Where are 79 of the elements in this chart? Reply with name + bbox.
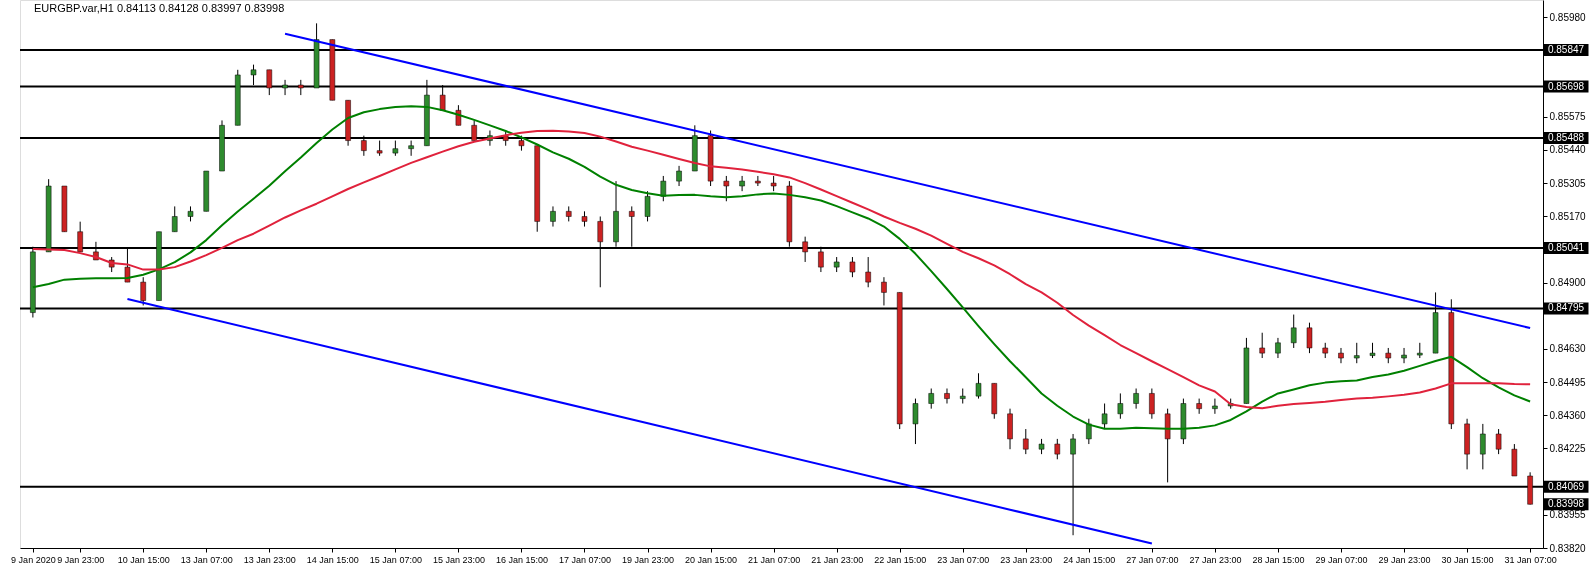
- y-tick-label: 0.84360: [1549, 409, 1587, 421]
- y-tick-label: 0.84900: [1549, 277, 1587, 289]
- candlestick: [1054, 438, 1061, 460]
- candlestick: [1495, 428, 1502, 455]
- x-tick-label: 14 Jan 15:00: [306, 554, 359, 565]
- candlestick: [1212, 398, 1218, 415]
- candlestick: [1259, 332, 1265, 359]
- candlestick: [865, 256, 871, 288]
- y-tick-label: 0.85170: [1549, 210, 1587, 222]
- candlestick: [1086, 418, 1092, 445]
- candlestick: [1401, 347, 1407, 364]
- candlestick: [550, 205, 556, 228]
- candlestick: [944, 388, 950, 404]
- candlestick: [739, 175, 745, 192]
- candlestick: [676, 165, 682, 187]
- candlestick: [1354, 342, 1360, 364]
- x-tick-label: 31 Jan 07:00: [1504, 554, 1557, 565]
- candlestick: [1023, 428, 1029, 455]
- y-tick-label: 0.83820: [1549, 542, 1587, 554]
- ref-line-label: 0.85847: [1547, 43, 1585, 55]
- x-tick-label: 23 Jan 23:00: [1000, 554, 1053, 565]
- y-tick-label: 0.83955: [1549, 509, 1587, 521]
- chart-title: EURGBP.var,H1 0.84113 0.84128 0.83997 0.83998: [34, 2, 285, 14]
- x-tick-label: 29 Jan 23:00: [1378, 554, 1431, 565]
- x-tick-label: 21 Jan 23:00: [811, 554, 864, 565]
- x-tick-label: 15 Jan 23:00: [432, 554, 485, 565]
- x-tick-label: 13 Jan 07:00: [180, 554, 233, 565]
- candlestick: [849, 256, 856, 278]
- x-tick-label: 27 Jan 23:00: [1189, 554, 1242, 565]
- y-tick-label: 0.85305: [1549, 177, 1587, 189]
- candlestick: [1338, 347, 1344, 364]
- candlestick: [975, 372, 982, 400]
- x-tick-label: 17 Jan 07:00: [558, 554, 612, 565]
- x-tick-label: 23 Jan 07:00: [937, 554, 990, 565]
- candlestick: [1480, 423, 1486, 470]
- y-tick-label: 0.84225: [1549, 442, 1587, 454]
- text: 0.83998: [1547, 498, 1585, 510]
- y-tick-label: 0.84495: [1549, 376, 1587, 388]
- x-tick-label: 20 Jan 15:00: [685, 554, 738, 565]
- ref-line-label: 0.85488: [1547, 132, 1585, 144]
- candlestick: [171, 205, 178, 233]
- ref-line-label: 0.84069: [1547, 480, 1585, 492]
- y-tick-label: 0.85440: [1549, 144, 1587, 156]
- x-tick-label: 9 Jan 23:00: [57, 554, 105, 565]
- x-tick-label: 30 Jan 15:00: [1441, 554, 1494, 565]
- candlestick: [644, 190, 651, 222]
- x-tick-label: 16 Jan 15:00: [495, 554, 548, 565]
- x-tick-label: 21 Jan 07:00: [748, 554, 801, 565]
- ref-line-label: 0.85041: [1547, 241, 1585, 253]
- y-tick-label: 0.84630: [1549, 343, 1587, 355]
- candlestick: [1117, 392, 1124, 420]
- x-tick-label: 28 Jan 15:00: [1252, 554, 1305, 565]
- x-tick-label: 9 Jan 2020: [11, 554, 56, 565]
- y-tick-label: 0.85575: [1549, 111, 1587, 123]
- ref-line-label: 0.84795: [1547, 302, 1585, 314]
- y-tick-label: 0.85980: [1549, 11, 1587, 23]
- candlestick: [408, 140, 414, 157]
- x-tick-label: 24 Jan 15:00: [1063, 554, 1116, 565]
- candlestick: [912, 398, 919, 445]
- candlestick: [928, 388, 934, 410]
- ref-line-label: 0.85698: [1547, 80, 1585, 92]
- candlestick: [1290, 314, 1297, 349]
- x-tick-label: 27 Jan 07:00: [1126, 554, 1179, 565]
- candlestick: [723, 175, 730, 202]
- candlestick: [755, 175, 761, 187]
- candlestick: [1306, 322, 1313, 354]
- x-tick-label: 15 Jan 07:00: [369, 554, 422, 565]
- candlestick: [140, 276, 146, 306]
- x-tick-label: 10 Jan 15:00: [117, 554, 170, 565]
- candlestick: [881, 276, 887, 306]
- x-tick-label: 13 Jan 23:00: [243, 554, 296, 565]
- x-tick-label: 22 Jan 15:00: [874, 554, 927, 565]
- candlestick: [1101, 403, 1108, 430]
- candlestick: [1275, 337, 1281, 359]
- candlestick: [1133, 388, 1139, 410]
- candlestick: [1149, 388, 1155, 420]
- x-tick-label: 29 Jan 07:00: [1315, 554, 1368, 565]
- x-tick-label: 19 Jan 23:00: [622, 554, 675, 565]
- candlestick: [660, 175, 667, 202]
